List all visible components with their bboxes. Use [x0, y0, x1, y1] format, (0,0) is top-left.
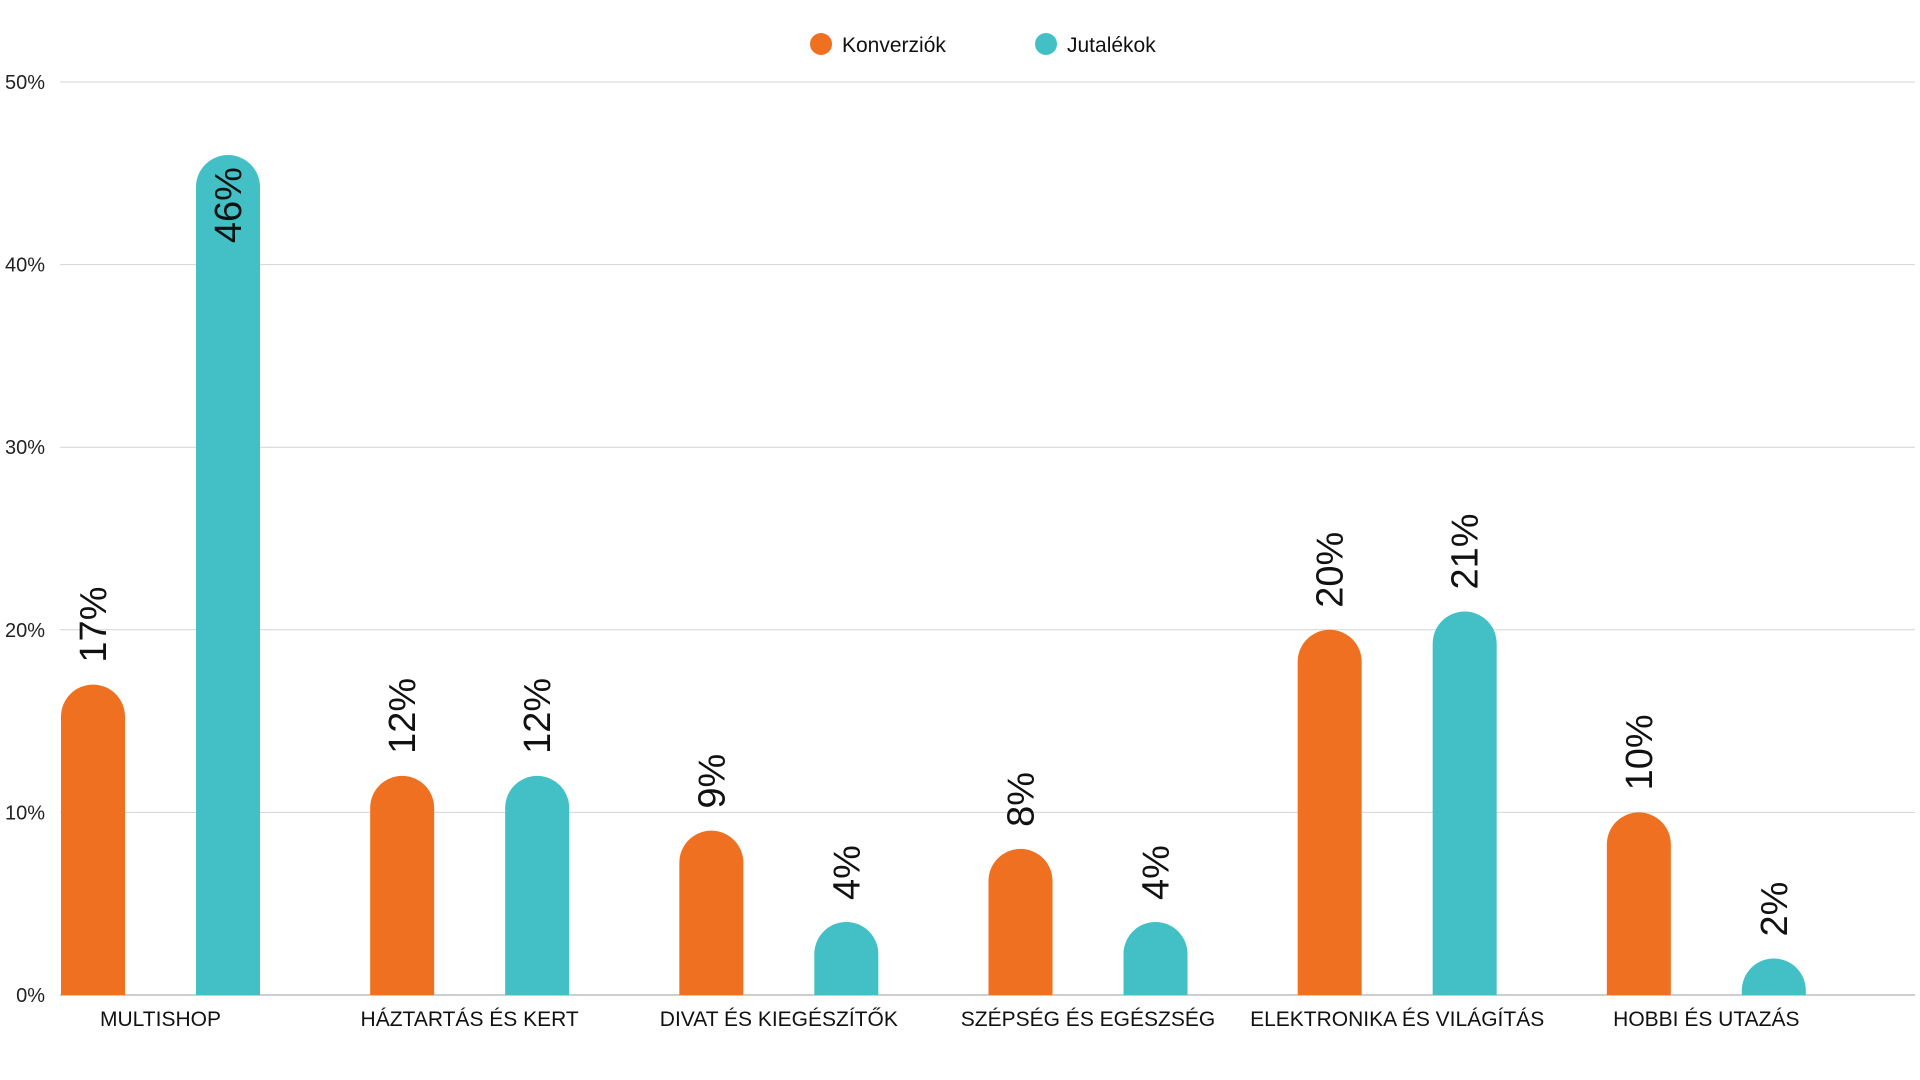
category-label: HÁZTARTÁS ÉS KERT	[361, 1008, 579, 1031]
legend-marker-Konverziók	[810, 33, 832, 55]
bars	[61, 155, 1806, 996]
bar-Konverziók-4	[1297, 629, 1362, 995]
data-labels: 17% 46% 12% 12% 9% 4% 8% 4% 20% 21% 10% 2%	[73, 167, 1796, 936]
bar-Jutalékok-0	[196, 155, 260, 996]
data-label-Jutalékok-0: 46%	[208, 167, 250, 243]
category-label: HOBBI ÉS UTAZÁS	[1613, 1008, 1799, 1031]
y-tick-label: 40%	[5, 255, 45, 277]
bar-Konverziók-3	[988, 848, 1053, 995]
data-label-Konverziók-2: 9%	[691, 754, 733, 809]
category-label: ELEKTRONIKA ÉS VILÁGÍTÁS	[1250, 1008, 1544, 1031]
y-tick-label: 10%	[5, 802, 45, 824]
grid-lines	[60, 81, 1915, 996]
category-label: SZÉPSÉG ÉS EGÉSZSÉG	[961, 1008, 1215, 1031]
data-label-Konverziók-4: 20%	[1310, 532, 1352, 608]
data-label-Jutalékok-4: 21%	[1445, 513, 1487, 589]
legend: Konverziók Jutalékok	[810, 33, 1156, 57]
legend-label: Konverziók	[842, 34, 946, 57]
y-tick-label: 20%	[5, 620, 45, 642]
data-label-Jutalékok-2: 4%	[826, 845, 868, 900]
data-label-Konverziók-3: 8%	[1001, 772, 1043, 827]
y-axis-tick-labels: 0% 10% 20% 30% 40% 50%	[5, 72, 45, 1007]
bar-Jutalékok-1	[505, 775, 570, 995]
data-label-Konverziók-0: 17%	[73, 587, 115, 663]
y-tick-label: 30%	[5, 437, 45, 459]
category-label: DIVAT ÉS KIEGÉSZÍTŐK	[660, 1008, 898, 1031]
x-axis-category-labels: MULTISHOP HÁZTARTÁS ÉS KERT DIVAT ÉS KIEGÉ…	[100, 1008, 1799, 1031]
bar-Jutalékok-3	[1123, 921, 1188, 995]
bar-Jutalékok-2	[814, 921, 879, 995]
bar-Konverziók-2	[679, 830, 744, 995]
bar-Konverziók-1	[370, 775, 435, 995]
data-label-Konverziók-5: 10%	[1619, 714, 1661, 790]
bar-Konverziók-5	[1606, 812, 1671, 995]
data-label-Jutalékok-5: 2%	[1754, 882, 1796, 937]
data-label-Konverziók-1: 12%	[382, 678, 424, 754]
y-tick-label: 0%	[16, 985, 45, 1007]
category-label: MULTISHOP	[100, 1008, 221, 1031]
legend-marker-Jutalékok	[1035, 33, 1057, 55]
bar-Jutalékok-4	[1432, 611, 1497, 995]
legend-label: Jutalékok	[1067, 34, 1156, 57]
y-tick-label: 50%	[5, 72, 45, 94]
data-label-Jutalékok-3: 4%	[1136, 845, 1178, 900]
data-label-Jutalékok-1: 12%	[517, 678, 559, 754]
bar-Jutalékok-5	[1741, 958, 1806, 995]
bar-Konverziók-0	[61, 684, 125, 995]
